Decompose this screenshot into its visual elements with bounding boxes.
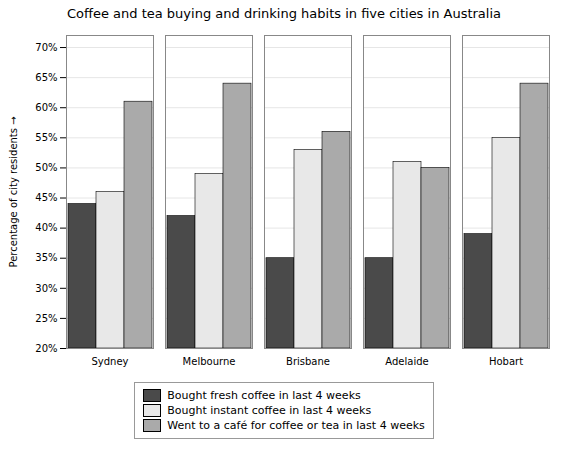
- svg-text:50%: 50%: [35, 162, 57, 173]
- svg-text:Percentage of city residents →: Percentage of city residents →: [8, 116, 19, 267]
- svg-text:70%: 70%: [35, 42, 57, 53]
- svg-text:65%: 65%: [35, 72, 57, 83]
- svg-text:45%: 45%: [35, 192, 57, 203]
- svg-text:Melbourne: Melbourne: [183, 356, 236, 367]
- svg-text:30%: 30%: [35, 283, 57, 294]
- svg-text:20%: 20%: [35, 343, 57, 354]
- svg-text:Hobart: Hobart: [489, 356, 523, 367]
- html-text:Went to a café for coffee or t: Went to a café for coffee or tea in last…: [167, 419, 425, 432]
- html-text:Bought instant coffee in last: Bought instant coffee in last 4 weeks: [167, 404, 372, 417]
- svg-text:25%: 25%: [35, 313, 57, 324]
- svg-text:35%: 35%: [35, 252, 57, 263]
- html-text:Coffee and tea buying and drin: Coffee and tea buying and drinking habit…: [67, 6, 501, 21]
- svg-text:60%: 60%: [35, 102, 57, 113]
- svg-text:55%: 55%: [35, 132, 57, 143]
- svg-text:Brisbane: Brisbane: [286, 356, 330, 367]
- html-text:Bought fresh coffee in last 4: Bought fresh coffee in last 4 weeks: [167, 389, 361, 402]
- svg-text:Sydney: Sydney: [91, 356, 128, 367]
- svg-text:40%: 40%: [35, 222, 57, 233]
- svg-text:Adelaide: Adelaide: [385, 356, 428, 367]
